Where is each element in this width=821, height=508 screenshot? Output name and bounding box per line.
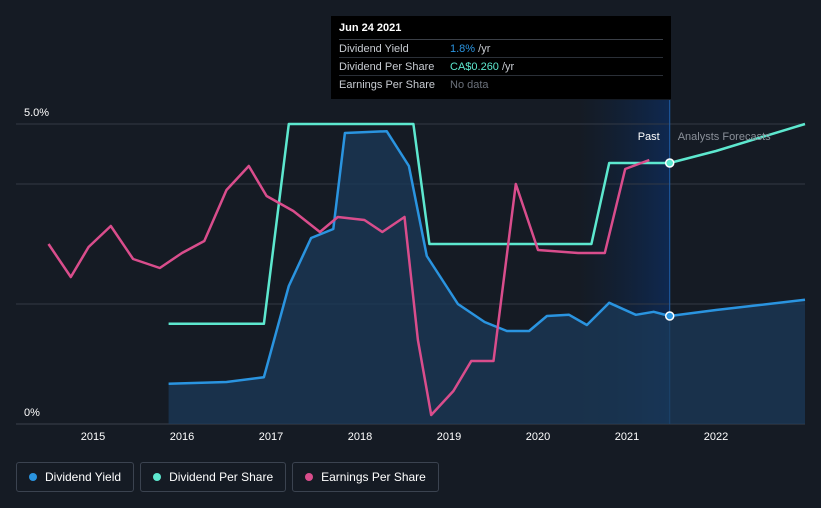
hover-tooltip: Jun 24 2021 Dividend Yield 1.8% /yr Divi… <box>331 16 671 99</box>
series-line-0 <box>168 129 806 386</box>
dividend-per-share-swatch-icon <box>153 473 162 481</box>
dividend-chart: 2015 2016 2017 2018 2019 2020 2021 2022 5.0%0% … <box>16 100 806 443</box>
highlight-marker-1 <box>664 158 675 168</box>
series-lines <box>47 122 806 417</box>
legend-toggle-earnings-per-share[interactable]: Earnings Per Share <box>292 462 439 492</box>
y-tick-label: 0% <box>24 407 40 419</box>
tooltip-value: 1.8% /yr <box>450 43 491 55</box>
tooltip-row-dividend-yield: Dividend Yield 1.8% /yr <box>339 40 663 58</box>
earnings-per-share-swatch-icon <box>305 473 314 481</box>
series-areas <box>168 131 806 424</box>
highlight-marker-0 <box>664 311 675 321</box>
tooltip-date: Jun 24 2021 <box>339 22 663 40</box>
forecast-region-label: Analysts Forecasts <box>678 131 771 143</box>
x-tick-label: 2022 <box>704 431 728 443</box>
past-region-label: Past <box>638 131 660 143</box>
tooltip-label: Dividend Yield <box>339 43 409 55</box>
legend-label: Earnings Per Share <box>321 470 426 484</box>
tooltip-row-earnings-per-share: Earnings Per Share No data <box>339 76 663 93</box>
y-axis: 5.0% 0% <box>24 107 49 419</box>
tooltip-row-dividend-per-share: Dividend Per Share CA$0.260 /yr <box>339 58 663 76</box>
x-axis: 2015 2016 2017 2018 2019 2020 2021 2022 <box>81 431 728 443</box>
series-line-1 <box>168 122 806 326</box>
tooltip-label: Earnings Per Share <box>339 79 435 91</box>
legend-label: Dividend Per Share <box>169 470 274 484</box>
tooltip-value: CA$0.260 /yr <box>450 61 515 73</box>
legend-toggle-dividend-yield[interactable]: Dividend Yield <box>16 462 135 492</box>
x-tick-label: 2019 <box>437 431 461 443</box>
dividend-yield-swatch-icon <box>29 473 37 481</box>
tooltip-label: Dividend Per Share <box>339 61 435 73</box>
tooltip-value: No data <box>450 79 489 91</box>
series-area-0 <box>168 131 806 424</box>
chart-legend: Dividend Yield Dividend Per Share Earnin… <box>16 462 439 492</box>
x-tick-label: 2018 <box>348 431 372 443</box>
x-tick-label: 2017 <box>259 431 283 443</box>
series-markers <box>664 158 675 321</box>
y-tick-label: 5.0% <box>24 107 49 119</box>
legend-label: Dividend Yield <box>45 470 122 484</box>
x-tick-label: 2015 <box>81 431 105 443</box>
legend-toggle-dividend-per-share[interactable]: Dividend Per Share <box>140 462 287 492</box>
x-tick-label: 2021 <box>615 431 639 443</box>
x-tick-label: 2016 <box>170 431 194 443</box>
x-tick-label: 2020 <box>526 431 550 443</box>
series-line-2 <box>47 158 650 417</box>
